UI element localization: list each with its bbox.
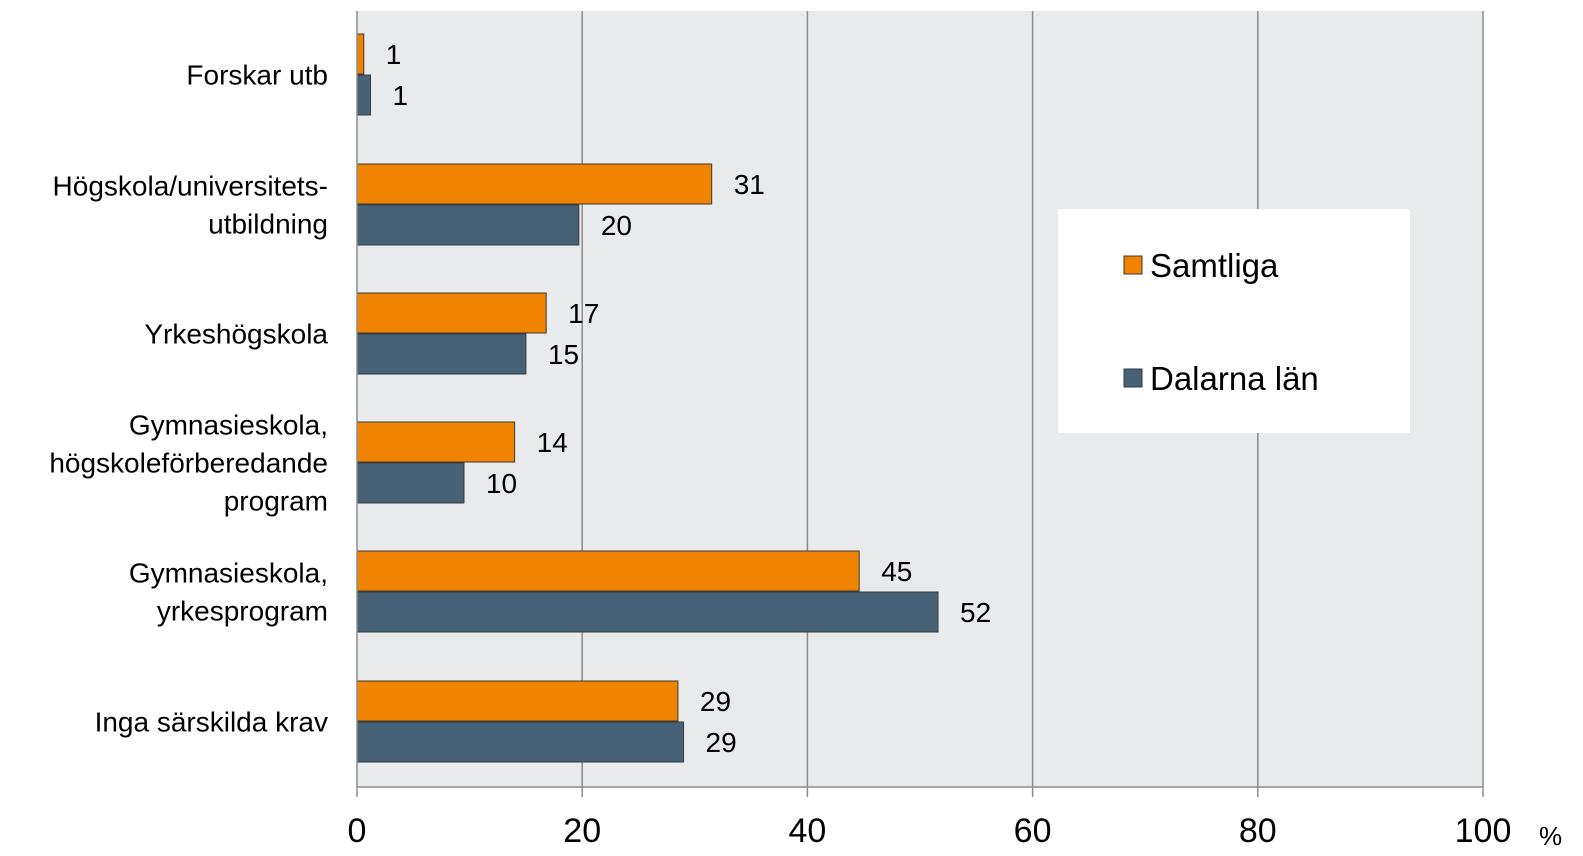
data-label-dalarna-l-n: 1 xyxy=(393,80,409,111)
data-label-samtliga: 14 xyxy=(537,427,568,458)
data-label-dalarna-l-n: 29 xyxy=(706,727,737,758)
value-labels: 1 31 17 14 45 29 1 20 15 10 52 29 xyxy=(386,39,991,758)
bar-dalarna-l-n xyxy=(356,591,939,633)
legend-box xyxy=(1058,209,1410,433)
bar-dalarna-l-n xyxy=(356,74,372,116)
data-label-samtliga: 29 xyxy=(700,686,731,717)
category-label: Forskar utb xyxy=(186,60,328,91)
data-label-samtliga: 45 xyxy=(881,556,912,587)
x-tick-label: 20 xyxy=(563,812,601,850)
category-label: yrkesprogram xyxy=(157,596,328,627)
data-label-samtliga: 17 xyxy=(568,298,599,329)
bar-samtliga xyxy=(356,163,713,205)
x-tick-label: 80 xyxy=(1239,812,1277,850)
bar-dalarna-l-n xyxy=(356,462,465,504)
x-axis: 0 20 40 60 80 100% xyxy=(348,11,1562,851)
category-label: utbildning xyxy=(208,209,328,240)
category-labels: Forskar utb Högskola/universitets-utbildn… xyxy=(49,60,328,738)
category-label: program xyxy=(224,486,328,517)
x-tick-label: 40 xyxy=(788,812,826,850)
data-label-dalarna-l-n: 10 xyxy=(486,468,517,499)
legend-label: Samtliga xyxy=(1150,247,1279,284)
bar-dalarna-l-n xyxy=(356,204,580,246)
data-label-dalarna-l-n: 15 xyxy=(548,339,579,370)
bar-dalarna-l-n xyxy=(356,333,527,375)
bar-samtliga xyxy=(356,421,516,463)
category-label: Högskola/universitets- xyxy=(53,171,328,202)
data-label-dalarna-l-n: 52 xyxy=(960,597,991,628)
legend-label: Dalarna län xyxy=(1150,360,1319,397)
category-label: Gymnasieskola, xyxy=(129,410,328,441)
x-tick-label: 0 xyxy=(348,812,367,850)
x-tick-label: 100 xyxy=(1455,812,1512,850)
bar-samtliga xyxy=(356,292,547,334)
data-label-dalarna-l-n: 20 xyxy=(601,210,632,241)
bar-samtliga xyxy=(356,33,365,75)
category-label: högskoleförberedande xyxy=(49,448,328,479)
category-label: Inga särskilda krav xyxy=(95,707,328,738)
data-label-samtliga: 1 xyxy=(386,39,402,70)
legend: Samtliga Dalarna län xyxy=(1058,209,1410,433)
bar-samtliga xyxy=(356,680,679,722)
bars xyxy=(356,33,939,763)
legend-swatch xyxy=(1123,255,1143,275)
x-tick-label: 60 xyxy=(1014,812,1052,850)
bar-samtliga xyxy=(356,550,860,592)
x-unit-label: % xyxy=(1539,821,1562,851)
bar-dalarna-l-n xyxy=(356,721,685,763)
category-label: Gymnasieskola, xyxy=(129,558,328,589)
data-label-samtliga: 31 xyxy=(734,169,765,200)
legend-swatch xyxy=(1123,368,1143,388)
category-label: Yrkeshögskola xyxy=(144,319,328,350)
